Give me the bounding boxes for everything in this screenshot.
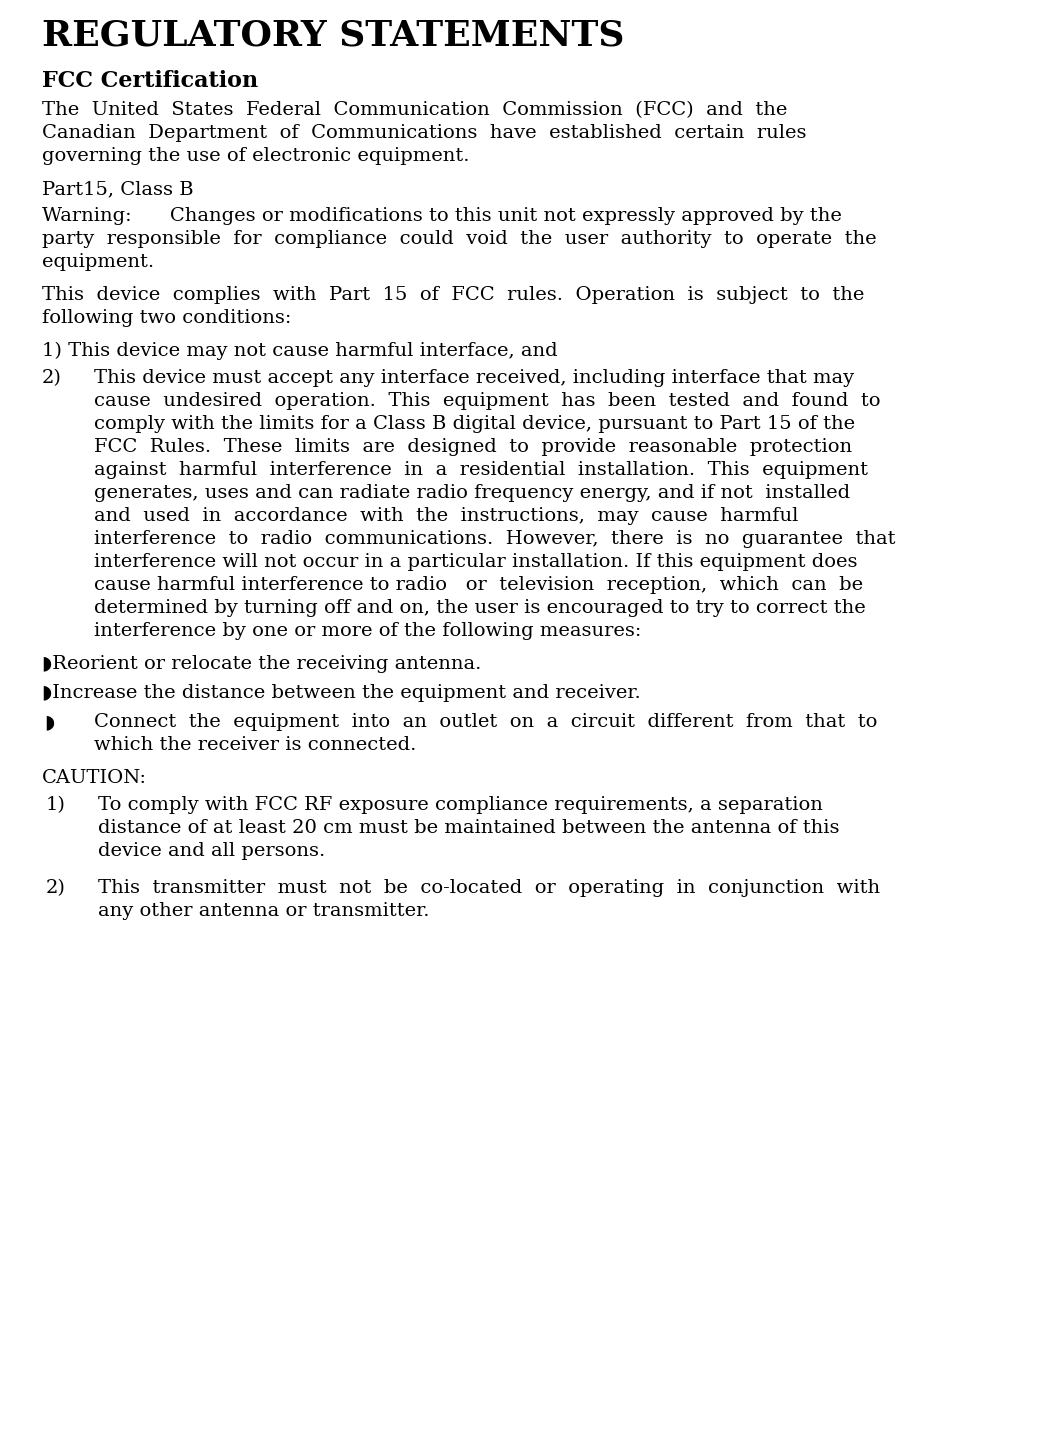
Text: cause  undesired  operation.  This  equipment  has  been  tested  and  found  to: cause undesired operation. This equipmen… [94, 392, 881, 410]
Text: ◗: ◗ [44, 712, 55, 731]
Text: Warning:    Changes or modifications to this unit not expressly approved by the: Warning: Changes or modifications to thi… [42, 207, 842, 224]
Text: against  harmful  interference  in  a  residential  installation.  This  equipme: against harmful interference in a reside… [94, 460, 868, 479]
Text: Canadian  Department  of  Communications  have  established  certain  rules: Canadian Department of Communications ha… [42, 125, 806, 142]
Text: FCC Certification: FCC Certification [42, 70, 258, 93]
Text: ◗Reorient or relocate the receiving antenna.: ◗Reorient or relocate the receiving ante… [42, 654, 481, 673]
Text: device and all persons.: device and all persons. [98, 841, 326, 860]
Text: ◗Increase the distance between the equipment and receiver.: ◗Increase the distance between the equip… [42, 683, 640, 702]
Text: distance of at least 20 cm must be maintained between the antenna of this: distance of at least 20 cm must be maint… [98, 820, 840, 837]
Text: 1): 1) [46, 796, 66, 814]
Text: This  transmitter  must  not  be  co-located  or  operating  in  conjunction  wi: This transmitter must not be co-located … [98, 879, 880, 896]
Text: any other antenna or transmitter.: any other antenna or transmitter. [98, 902, 429, 919]
Text: following two conditions:: following two conditions: [42, 308, 292, 327]
Text: 2): 2) [42, 369, 62, 387]
Text: CAUTION:: CAUTION: [42, 769, 147, 788]
Text: 1) This device may not cause harmful interface, and: 1) This device may not cause harmful int… [42, 342, 558, 361]
Text: REGULATORY STATEMENTS: REGULATORY STATEMENTS [42, 17, 625, 52]
Text: interference by one or more of the following measures:: interference by one or more of the follo… [94, 623, 642, 640]
Text: Part15, Class B: Part15, Class B [42, 180, 193, 198]
Text: equipment.: equipment. [42, 253, 154, 271]
Text: party  responsible  for  compliance  could  void  the  user  authority  to  oper: party responsible for compliance could v… [42, 230, 877, 248]
Text: To comply with FCC RF exposure compliance requirements, a separation: To comply with FCC RF exposure complianc… [98, 796, 823, 814]
Text: FCC  Rules.  These  limits  are  designed  to  provide  reasonable  protection: FCC Rules. These limits are designed to … [94, 437, 853, 456]
Text: cause harmful interference to radio   or  television  reception,  which  can  be: cause harmful interference to radio or t… [94, 576, 863, 594]
Text: Connect  the  equipment  into  an  outlet  on  a  circuit  different  from  that: Connect the equipment into an outlet on … [94, 712, 878, 731]
Text: This device must accept any interface received, including interface that may: This device must accept any interface re… [94, 369, 854, 387]
Text: generates, uses and can radiate radio frequency energy, and if not  installed: generates, uses and can radiate radio fr… [94, 484, 851, 502]
Text: This  device  complies  with  Part  15  of  FCC  rules.  Operation  is  subject : This device complies with Part 15 of FCC… [42, 287, 864, 304]
Text: which the receiver is connected.: which the receiver is connected. [94, 736, 417, 754]
Text: interference  to  radio  communications.  However,  there  is  no  guarantee  th: interference to radio communications. Ho… [94, 530, 896, 547]
Text: determined by turning off and on, the user is encouraged to try to correct the: determined by turning off and on, the us… [94, 599, 866, 617]
Text: interference will not occur in a particular installation. If this equipment does: interference will not occur in a particu… [94, 553, 858, 571]
Text: 2): 2) [46, 879, 66, 896]
Text: and  used  in  accordance  with  the  instructions,  may  cause  harmful: and used in accordance with the instruct… [94, 507, 798, 526]
Text: comply with the limits for a Class B digital device, pursuant to Part 15 of the: comply with the limits for a Class B dig… [94, 416, 855, 433]
Text: The  United  States  Federal  Communication  Commission  (FCC)  and  the: The United States Federal Communication … [42, 101, 788, 119]
Text: governing the use of electronic equipment.: governing the use of electronic equipmen… [42, 148, 469, 165]
